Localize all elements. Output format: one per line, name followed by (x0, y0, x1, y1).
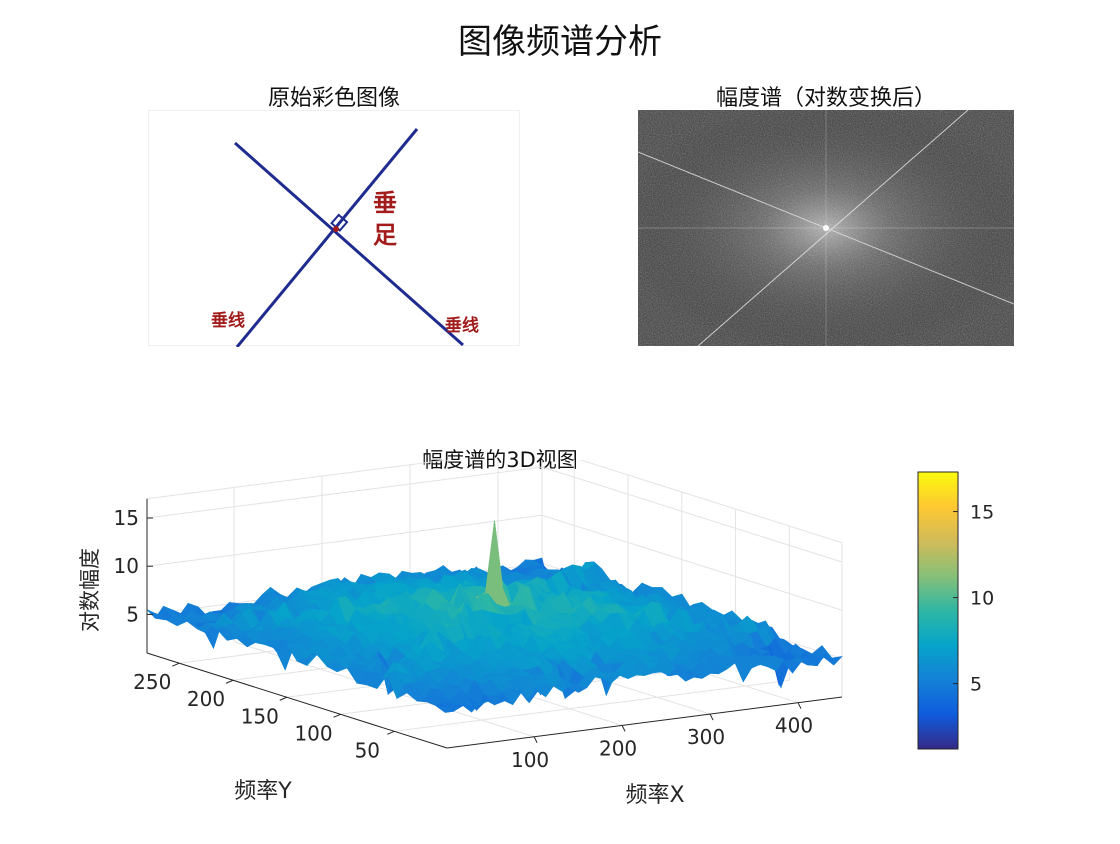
grid-line (541, 514, 843, 611)
surface-patch (822, 656, 843, 666)
original-image-title: 原始彩色图像 (267, 86, 400, 111)
colorbar-tick-label: 5 (970, 674, 982, 696)
spectrum-image-svg (638, 110, 1014, 346)
y-tick (387, 730, 395, 735)
grid-line (394, 679, 790, 732)
y-tick-label: 50 (355, 738, 380, 762)
grid-line (541, 447, 843, 544)
grid-line (146, 514, 543, 567)
grid-line (541, 466, 843, 563)
spectrum-image-title: 幅度谱（对数变换后） (715, 86, 936, 111)
y-tick (333, 713, 341, 718)
z-axis-label: 对数幅度 (78, 548, 102, 632)
y-tick-label: 250 (133, 670, 171, 694)
colorbar-gradient (917, 471, 959, 750)
y-tick-label: 200 (187, 687, 225, 711)
x-tick-label: 100 (511, 748, 549, 772)
surface-axes (146, 498, 843, 749)
dc-component (823, 225, 829, 231)
surface-plot: 100 200 300 400 50 100 150 200 250 5 10 15 频率X 频率Y … (0, 447, 900, 840)
z-tick-label: 10 (114, 554, 139, 578)
surface-patch (798, 657, 819, 667)
surface-mesh (146, 520, 843, 713)
y-axis-line (146, 652, 448, 749)
perpendicular-label-right: 垂线 (445, 315, 479, 336)
x-axis-label: 频率X (625, 783, 684, 808)
y-tick (172, 662, 180, 667)
x-tick (709, 713, 714, 721)
perpendicular-line-2 (235, 128, 419, 347)
perpendicular-label-left: 垂线 (211, 310, 245, 331)
colorbar-tick-label: 10 (970, 588, 994, 610)
surface-ticks: 100 200 300 400 50 100 150 200 250 5 10 15 (114, 506, 814, 772)
y-tick (279, 696, 287, 701)
colorbar-tick-label: 15 (970, 502, 994, 524)
x-tick (533, 736, 538, 743)
x-tick-label: 300 (687, 725, 725, 749)
foot-label: 足 (373, 221, 397, 249)
x-tick (797, 702, 802, 709)
spectrum-image (638, 110, 1014, 346)
y-tick-label: 100 (294, 721, 332, 745)
foot-label: 垂 (373, 189, 397, 217)
x-tick (621, 725, 626, 732)
original-image: 垂 足 垂线 垂线 (148, 110, 520, 347)
foot-point (333, 226, 339, 232)
y-tick-label: 150 (241, 704, 279, 728)
colorbar: 5 10 15 (900, 460, 1020, 760)
x-tick-label: 200 (599, 736, 637, 760)
z-tick-label: 15 (114, 506, 139, 530)
spectrum-ray (697, 110, 969, 346)
colorbar-ticks: 5 10 15 (953, 502, 994, 696)
grid-line (146, 466, 543, 519)
figure-title: 图像频谱分析 (458, 22, 662, 62)
z-tick-label: 5 (126, 602, 139, 626)
x-tick-label: 400 (775, 714, 813, 738)
x-axis-line (446, 696, 843, 749)
y-axis-label: 频率Y (234, 779, 292, 804)
perpendicular-line-1 (234, 141, 464, 347)
original-image-svg: 垂 足 垂线 垂线 (211, 128, 479, 347)
colorbar-svg: 5 10 15 (917, 471, 994, 750)
y-tick (225, 679, 234, 684)
